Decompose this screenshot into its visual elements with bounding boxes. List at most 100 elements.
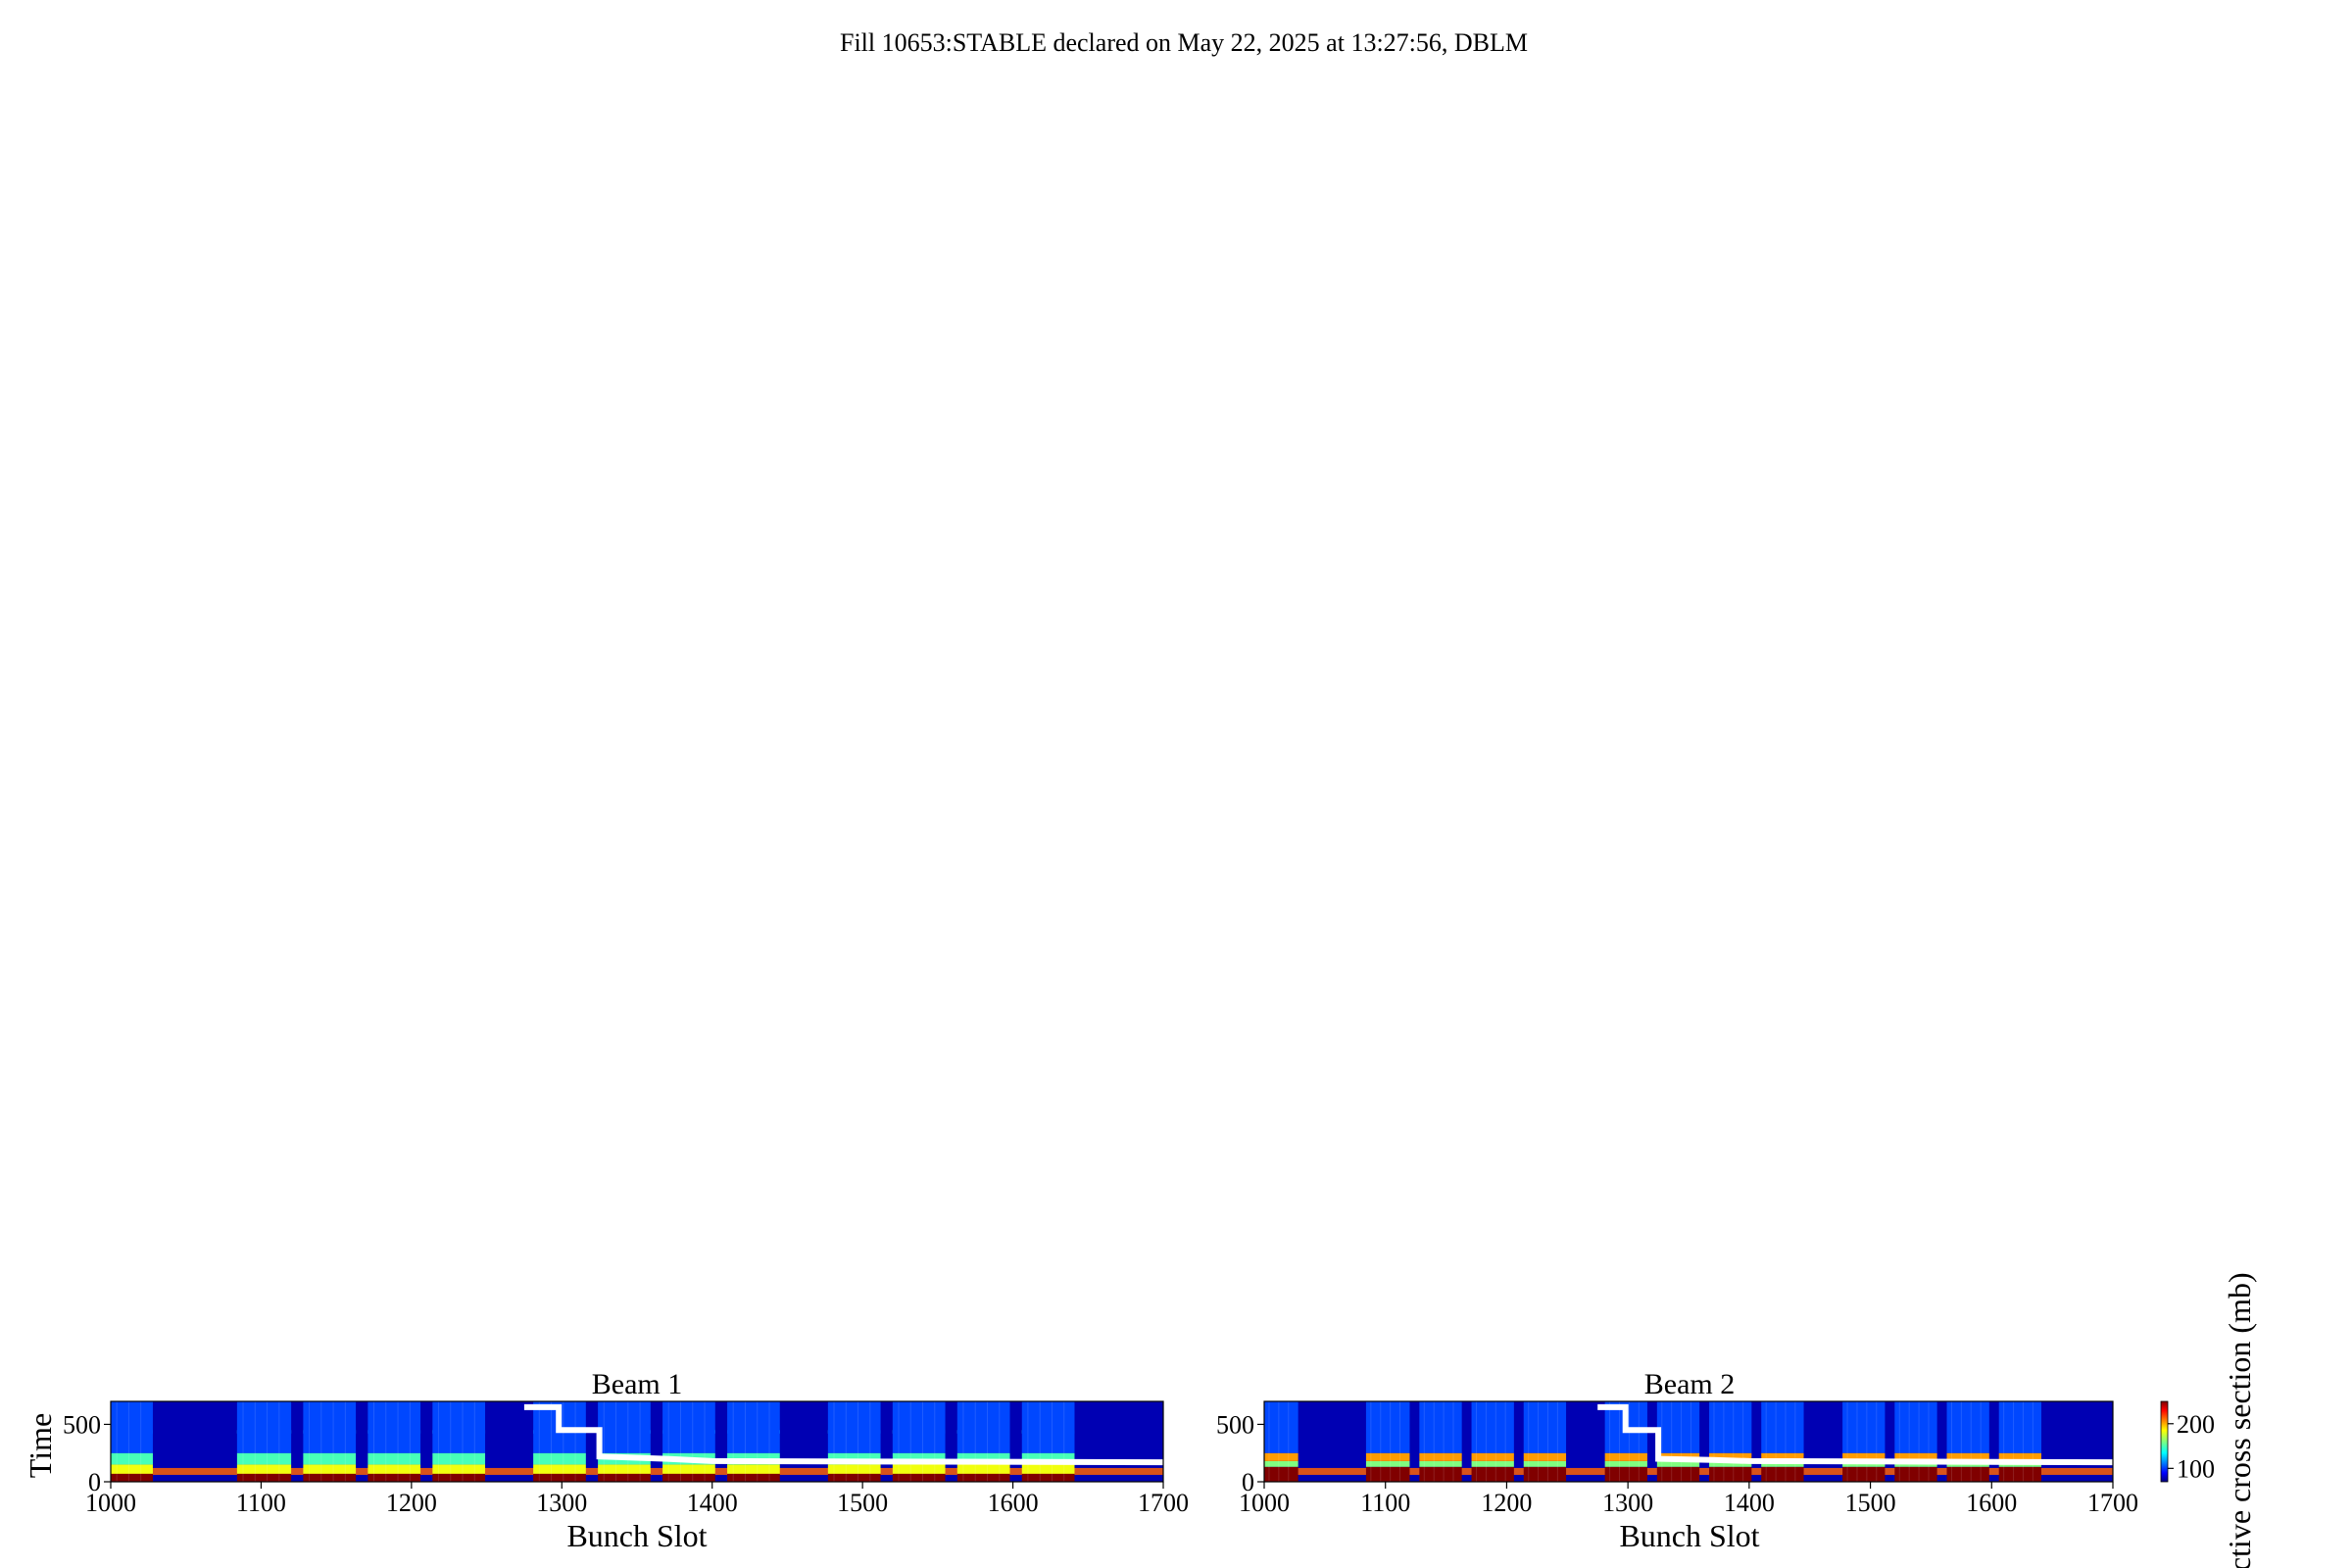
heatmap-cell xyxy=(1604,1452,1647,1461)
y-tick-label: 0 xyxy=(88,1468,101,1496)
heatmap-cell xyxy=(1998,1466,2042,1482)
heatmap-cell xyxy=(827,1473,881,1482)
heatmap-train xyxy=(956,1401,1010,1482)
heatmap-cell xyxy=(892,1473,946,1482)
heatmap-cell xyxy=(892,1401,946,1453)
beam-2-panel: Beam 2 1000 1100 1200 1300 1400 1500 1600 1700 … xyxy=(1216,1368,2138,1553)
x-tick-label: 1000 xyxy=(85,1489,136,1517)
heatmap-cell xyxy=(111,1401,153,1453)
heatmap-cell xyxy=(1419,1401,1462,1453)
heatmap-cell xyxy=(827,1464,881,1474)
heatmap-cell xyxy=(1264,1460,1298,1467)
heatmap-cell xyxy=(956,1473,1010,1482)
heatmap-cell xyxy=(1365,1452,1410,1461)
plot-frame xyxy=(1263,1400,2114,1483)
heatmap-train xyxy=(1021,1401,1075,1482)
heatmap-cell xyxy=(1656,1460,1700,1467)
heatmap-cell xyxy=(827,1401,881,1453)
heatmap-cell xyxy=(1021,1401,1075,1453)
heatmap-train xyxy=(1998,1401,2042,1482)
x-tick-label: 1100 xyxy=(1360,1489,1410,1517)
heatmap-train xyxy=(1365,1401,1410,1482)
heatmap-train xyxy=(368,1401,421,1482)
x-tick-label: 1000 xyxy=(1239,1489,1290,1517)
heatmap-cell xyxy=(1761,1401,1804,1453)
heatmap-cell xyxy=(1365,1460,1410,1467)
heatmap-cell xyxy=(432,1452,486,1465)
heatmap-train xyxy=(727,1401,780,1482)
heatmap-cell xyxy=(1419,1460,1462,1467)
heatmap-cell xyxy=(892,1464,946,1474)
heatmap-cell xyxy=(1946,1452,1989,1461)
heatmap-train xyxy=(236,1401,292,1482)
x-tick-label: 1600 xyxy=(988,1489,1039,1517)
heatmap-cell xyxy=(1523,1466,1567,1482)
beam-2-xlabel: Bunch Slot xyxy=(1619,1518,1759,1553)
heatmap-cell xyxy=(662,1401,715,1453)
colorbar-tick-label: 100 xyxy=(2177,1454,2215,1483)
x-tick-label: 1600 xyxy=(1966,1489,2017,1517)
heatmap-cell xyxy=(1842,1466,1886,1482)
heatmap-cell xyxy=(533,1473,586,1482)
heatmap-train xyxy=(1894,1401,1937,1482)
heatmap-cell xyxy=(956,1464,1010,1474)
heatmap-cell xyxy=(1998,1401,2042,1453)
colorbar-tick-label: 200 xyxy=(2177,1410,2215,1439)
heatmap-cell xyxy=(533,1464,586,1474)
heatmap-cell xyxy=(1998,1452,2042,1461)
heatmap-cell xyxy=(111,1473,153,1482)
x-tick-label: 1300 xyxy=(1602,1489,1653,1517)
heatmap-cell xyxy=(1471,1466,1514,1482)
heatmap-cell xyxy=(1419,1466,1462,1482)
overlay-line xyxy=(523,1403,1164,1466)
beam-1-xlabel: Bunch Slot xyxy=(566,1518,707,1553)
colorbar-label: Effective cross section (mb) xyxy=(2222,1272,2257,1568)
colorbar-gradient xyxy=(2160,1400,2169,1483)
heatmap-cell xyxy=(1523,1460,1567,1467)
heatmap-cell xyxy=(1604,1466,1647,1482)
heatmap-cell xyxy=(236,1473,292,1482)
heatmap-cell xyxy=(533,1452,586,1465)
heatmap-train xyxy=(827,1401,881,1482)
heatmap-train xyxy=(1656,1401,1700,1482)
heatmap-cell xyxy=(727,1401,780,1453)
y-tick-label: 500 xyxy=(1216,1410,1254,1439)
beam-1-ylabel: Time xyxy=(23,1413,58,1478)
heatmap-cell xyxy=(1709,1452,1752,1461)
heatmap-cell xyxy=(1709,1460,1752,1467)
heatmap-cell xyxy=(956,1401,1010,1453)
heatmap-cell xyxy=(1365,1466,1410,1482)
beam-2-title: Beam 2 xyxy=(1644,1368,1735,1400)
heatmap-cell xyxy=(1946,1466,1989,1482)
heatmap-cell xyxy=(1604,1460,1647,1467)
heatmap-train xyxy=(1761,1401,1804,1482)
x-tick-label: 1100 xyxy=(236,1489,286,1517)
heatmap-cell xyxy=(236,1401,292,1453)
heatmap-cell xyxy=(368,1452,421,1465)
heatmap-cell xyxy=(1419,1452,1462,1461)
heatmap-cell xyxy=(111,1464,153,1474)
heatmap-train xyxy=(662,1401,715,1482)
heatmap-cell xyxy=(598,1473,651,1482)
heatmap-cell xyxy=(303,1464,357,1474)
x-tick-label: 1700 xyxy=(1138,1489,1189,1517)
heatmap-cell xyxy=(1365,1401,1410,1453)
heatmap-train xyxy=(1264,1401,1298,1482)
heatmap-cell xyxy=(1894,1452,1937,1461)
heatmap-cell xyxy=(368,1464,421,1474)
heatmap-cell xyxy=(236,1464,292,1474)
heatmap-cell xyxy=(432,1464,486,1474)
beam-1-title: Beam 1 xyxy=(592,1368,682,1400)
heatmap-train xyxy=(303,1401,357,1482)
x-tick-label: 1400 xyxy=(1724,1489,1775,1517)
heatmap-train xyxy=(1946,1401,1989,1482)
overlay-line xyxy=(1597,1403,2114,1466)
heatmap-cell xyxy=(727,1473,780,1482)
x-tick-label: 1500 xyxy=(837,1489,888,1517)
heatmap-train xyxy=(1419,1401,1462,1482)
heatmap-train xyxy=(1471,1401,1514,1482)
y-tick-label: 0 xyxy=(1242,1468,1254,1496)
heatmap-cell xyxy=(1656,1466,1700,1482)
heatmap-train xyxy=(1523,1401,1567,1482)
heatmap-cell xyxy=(727,1464,780,1474)
